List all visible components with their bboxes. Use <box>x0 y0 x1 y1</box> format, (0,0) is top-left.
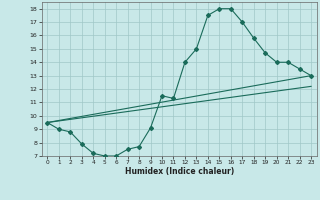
X-axis label: Humidex (Indice chaleur): Humidex (Indice chaleur) <box>124 167 234 176</box>
